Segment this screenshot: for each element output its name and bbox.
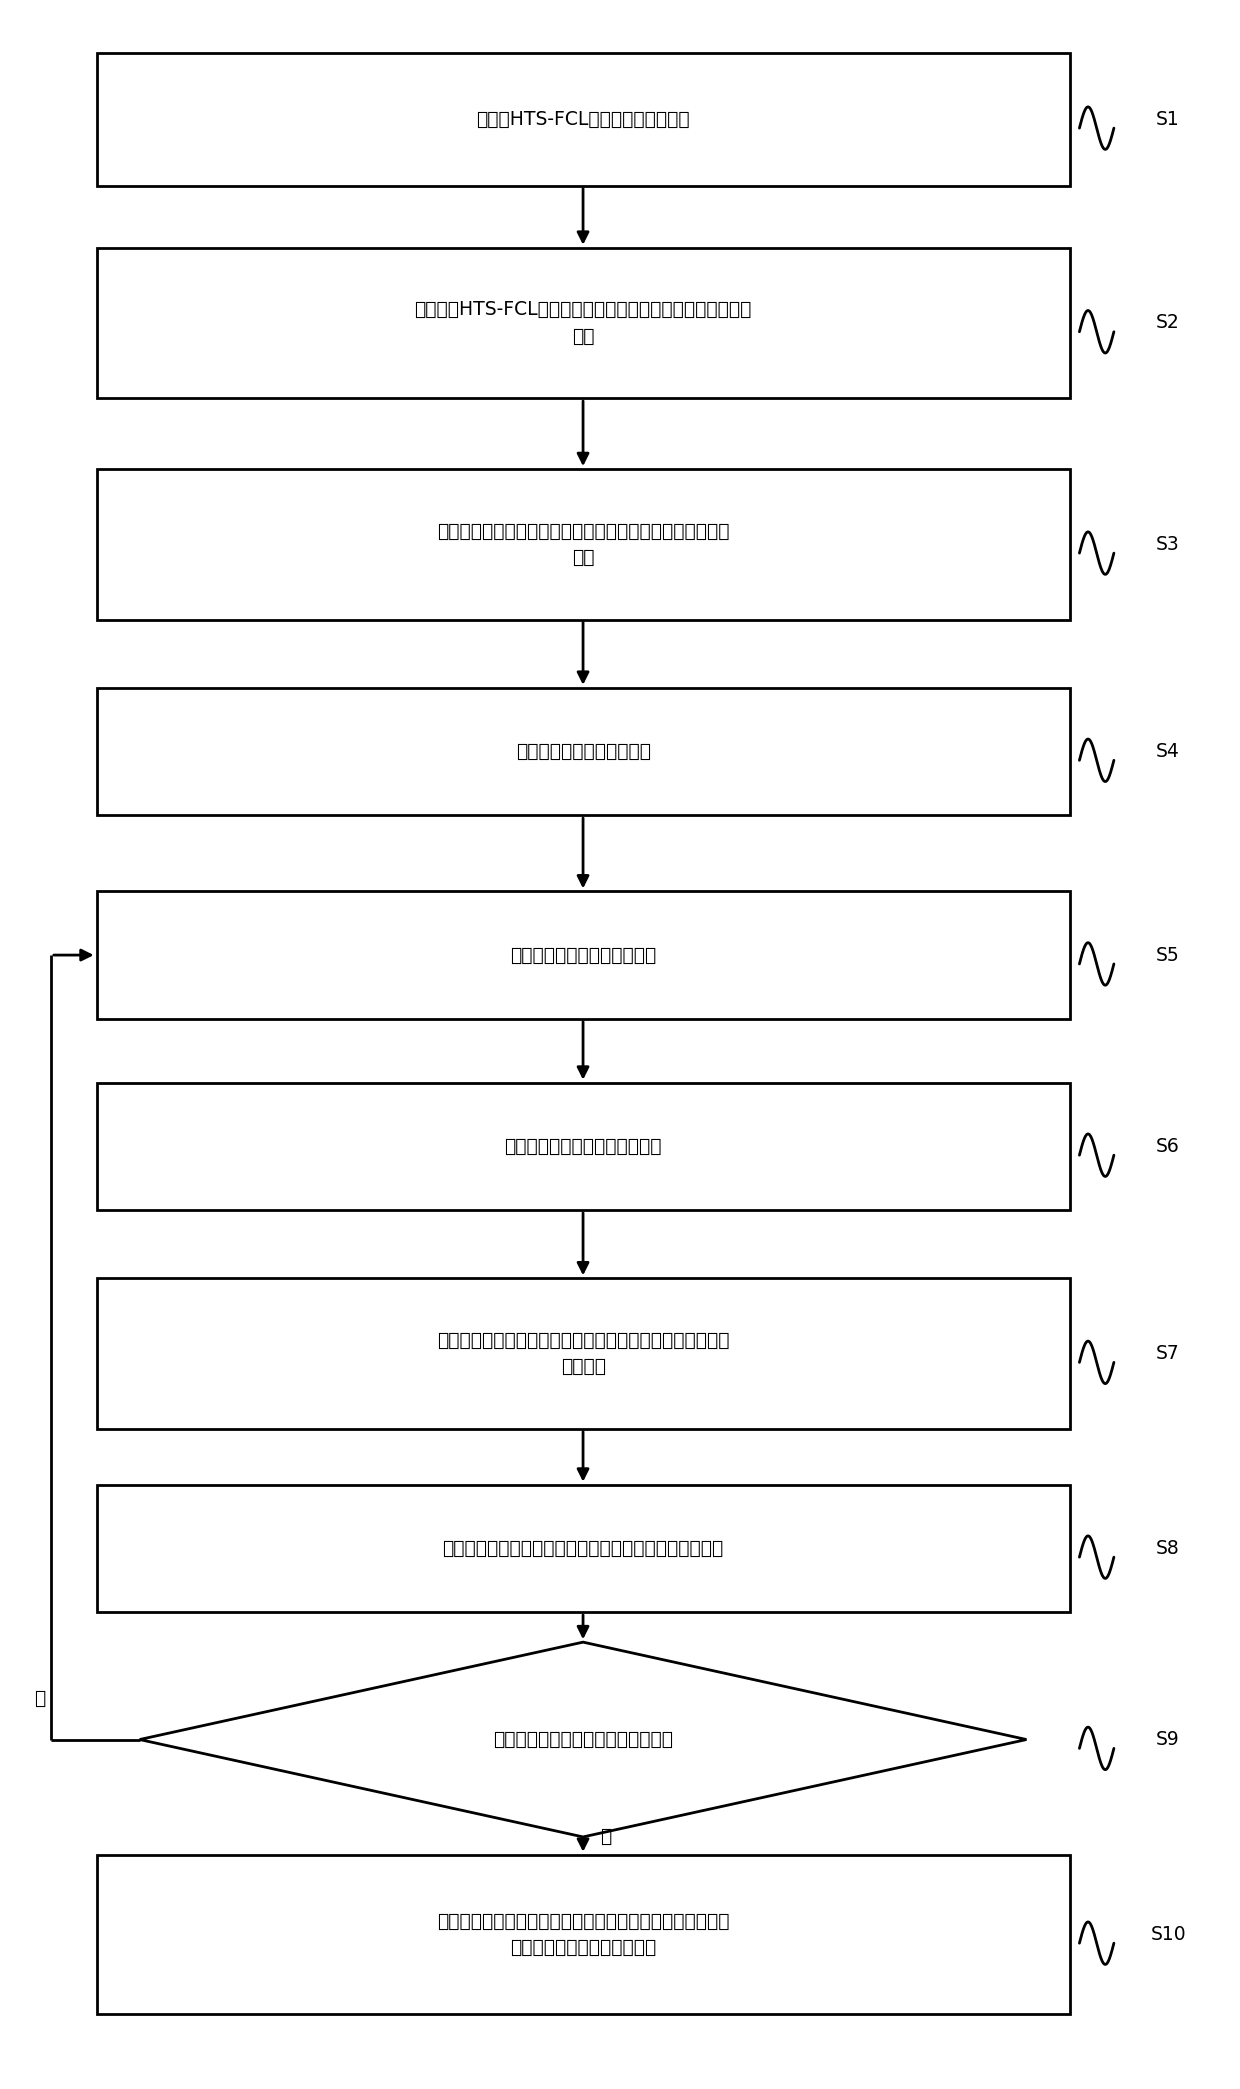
Text: 在所述含HTS-FCL的短路电流计算模型里输入电网数据和故障
信息: 在所述含HTS-FCL的短路电流计算模型里输入电网数据和故障 信息 xyxy=(414,301,751,345)
Text: S5: S5 xyxy=(1156,946,1180,965)
Text: S7: S7 xyxy=(1156,1343,1180,1362)
Text: 建立含HTS-FCL的短路电流计算模型: 建立含HTS-FCL的短路电流计算模型 xyxy=(476,111,689,130)
Polygon shape xyxy=(140,1642,1027,1836)
Text: 通过前推回代法求解出电压向量: 通过前推回代法求解出电压向量 xyxy=(505,1136,662,1155)
Bar xyxy=(97,249,1070,399)
Text: 计算故障节点相邻支路电流之和，并进一步计算电流偏差: 计算故障节点相邻支路电流之和，并进一步计算电流偏差 xyxy=(443,1540,724,1558)
Text: 对原网络进行等值化简，仅保留故障节点和限流器两端母线
节点: 对原网络进行等值化简，仅保留故障节点和限流器两端母线 节点 xyxy=(436,522,729,566)
Text: S6: S6 xyxy=(1156,1136,1180,1155)
Text: 是: 是 xyxy=(600,1828,611,1847)
Text: S4: S4 xyxy=(1156,742,1180,760)
Text: S10: S10 xyxy=(1151,1924,1185,1945)
Bar xyxy=(97,687,1070,815)
Text: 将故障节点和限流器两端母线的三序电流注入线性网络，求
解其余各母线电压、支路电流: 将故障节点和限流器两端母线的三序电流注入线性网络，求 解其余各母线电压、支路电流 xyxy=(436,1911,729,1957)
Bar xyxy=(97,470,1070,620)
Text: S2: S2 xyxy=(1156,313,1180,332)
Bar xyxy=(97,52,1070,186)
Bar xyxy=(97,892,1070,1019)
Text: S1: S1 xyxy=(1156,111,1180,130)
Text: S9: S9 xyxy=(1156,1730,1180,1748)
Bar xyxy=(97,1082,1070,1210)
Bar xyxy=(97,1855,1070,2014)
Bar xyxy=(97,1485,1070,1613)
Text: 构建化简后网络的导纳矩阵: 构建化简后网络的导纳矩阵 xyxy=(516,742,651,760)
Text: 否: 否 xyxy=(33,1688,45,1707)
Text: 对所述导纳矩阵进行三角分解: 对所述导纳矩阵进行三角分解 xyxy=(510,946,656,965)
Text: S8: S8 xyxy=(1156,1540,1180,1558)
Text: 根据所述电压向量重新计算非线性支路的阻抗，并更新所述
导纳矩阵: 根据所述电压向量重新计算非线性支路的阻抗，并更新所述 导纳矩阵 xyxy=(436,1331,729,1377)
Text: 判断所述电流偏差是否小于预设阈值: 判断所述电流偏差是否小于预设阈值 xyxy=(494,1730,673,1748)
Text: S3: S3 xyxy=(1156,535,1180,554)
Bar xyxy=(97,1278,1070,1429)
